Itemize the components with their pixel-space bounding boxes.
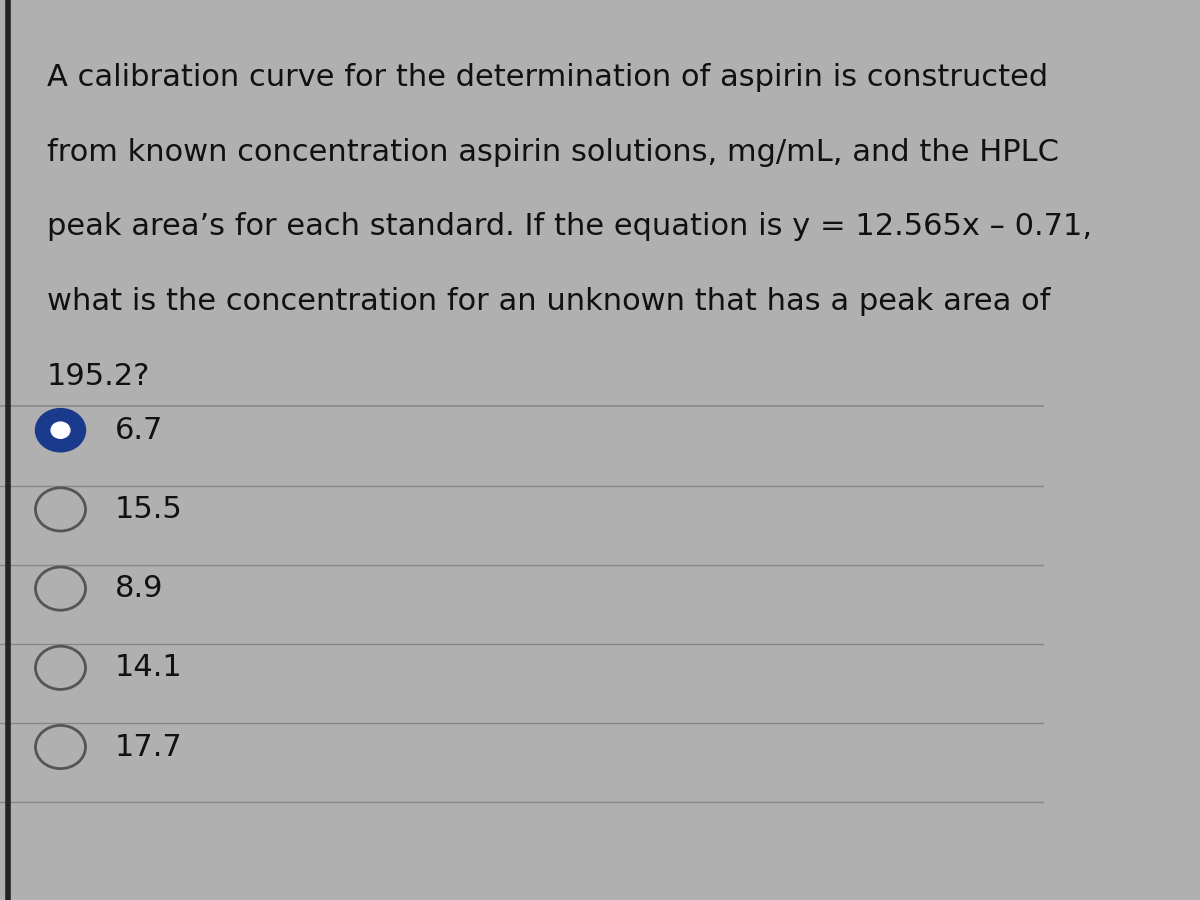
Circle shape (36, 409, 85, 452)
Text: 8.9: 8.9 (115, 574, 163, 603)
Text: from known concentration aspirin solutions, mg/mL, and the HPLC: from known concentration aspirin solutio… (47, 138, 1058, 166)
Text: 6.7: 6.7 (115, 416, 163, 445)
Text: 14.1: 14.1 (115, 653, 182, 682)
Text: what is the concentration for an unknown that has a peak area of: what is the concentration for an unknown… (47, 287, 1050, 316)
Text: peak area’s for each standard. If the equation is y = 12.565x – 0.71,: peak area’s for each standard. If the eq… (47, 212, 1092, 241)
Text: 17.7: 17.7 (115, 733, 182, 761)
Text: 195.2?: 195.2? (47, 362, 150, 391)
Circle shape (52, 422, 70, 438)
Text: 15.5: 15.5 (115, 495, 182, 524)
Text: A calibration curve for the determination of aspirin is constructed: A calibration curve for the determinatio… (47, 63, 1048, 92)
